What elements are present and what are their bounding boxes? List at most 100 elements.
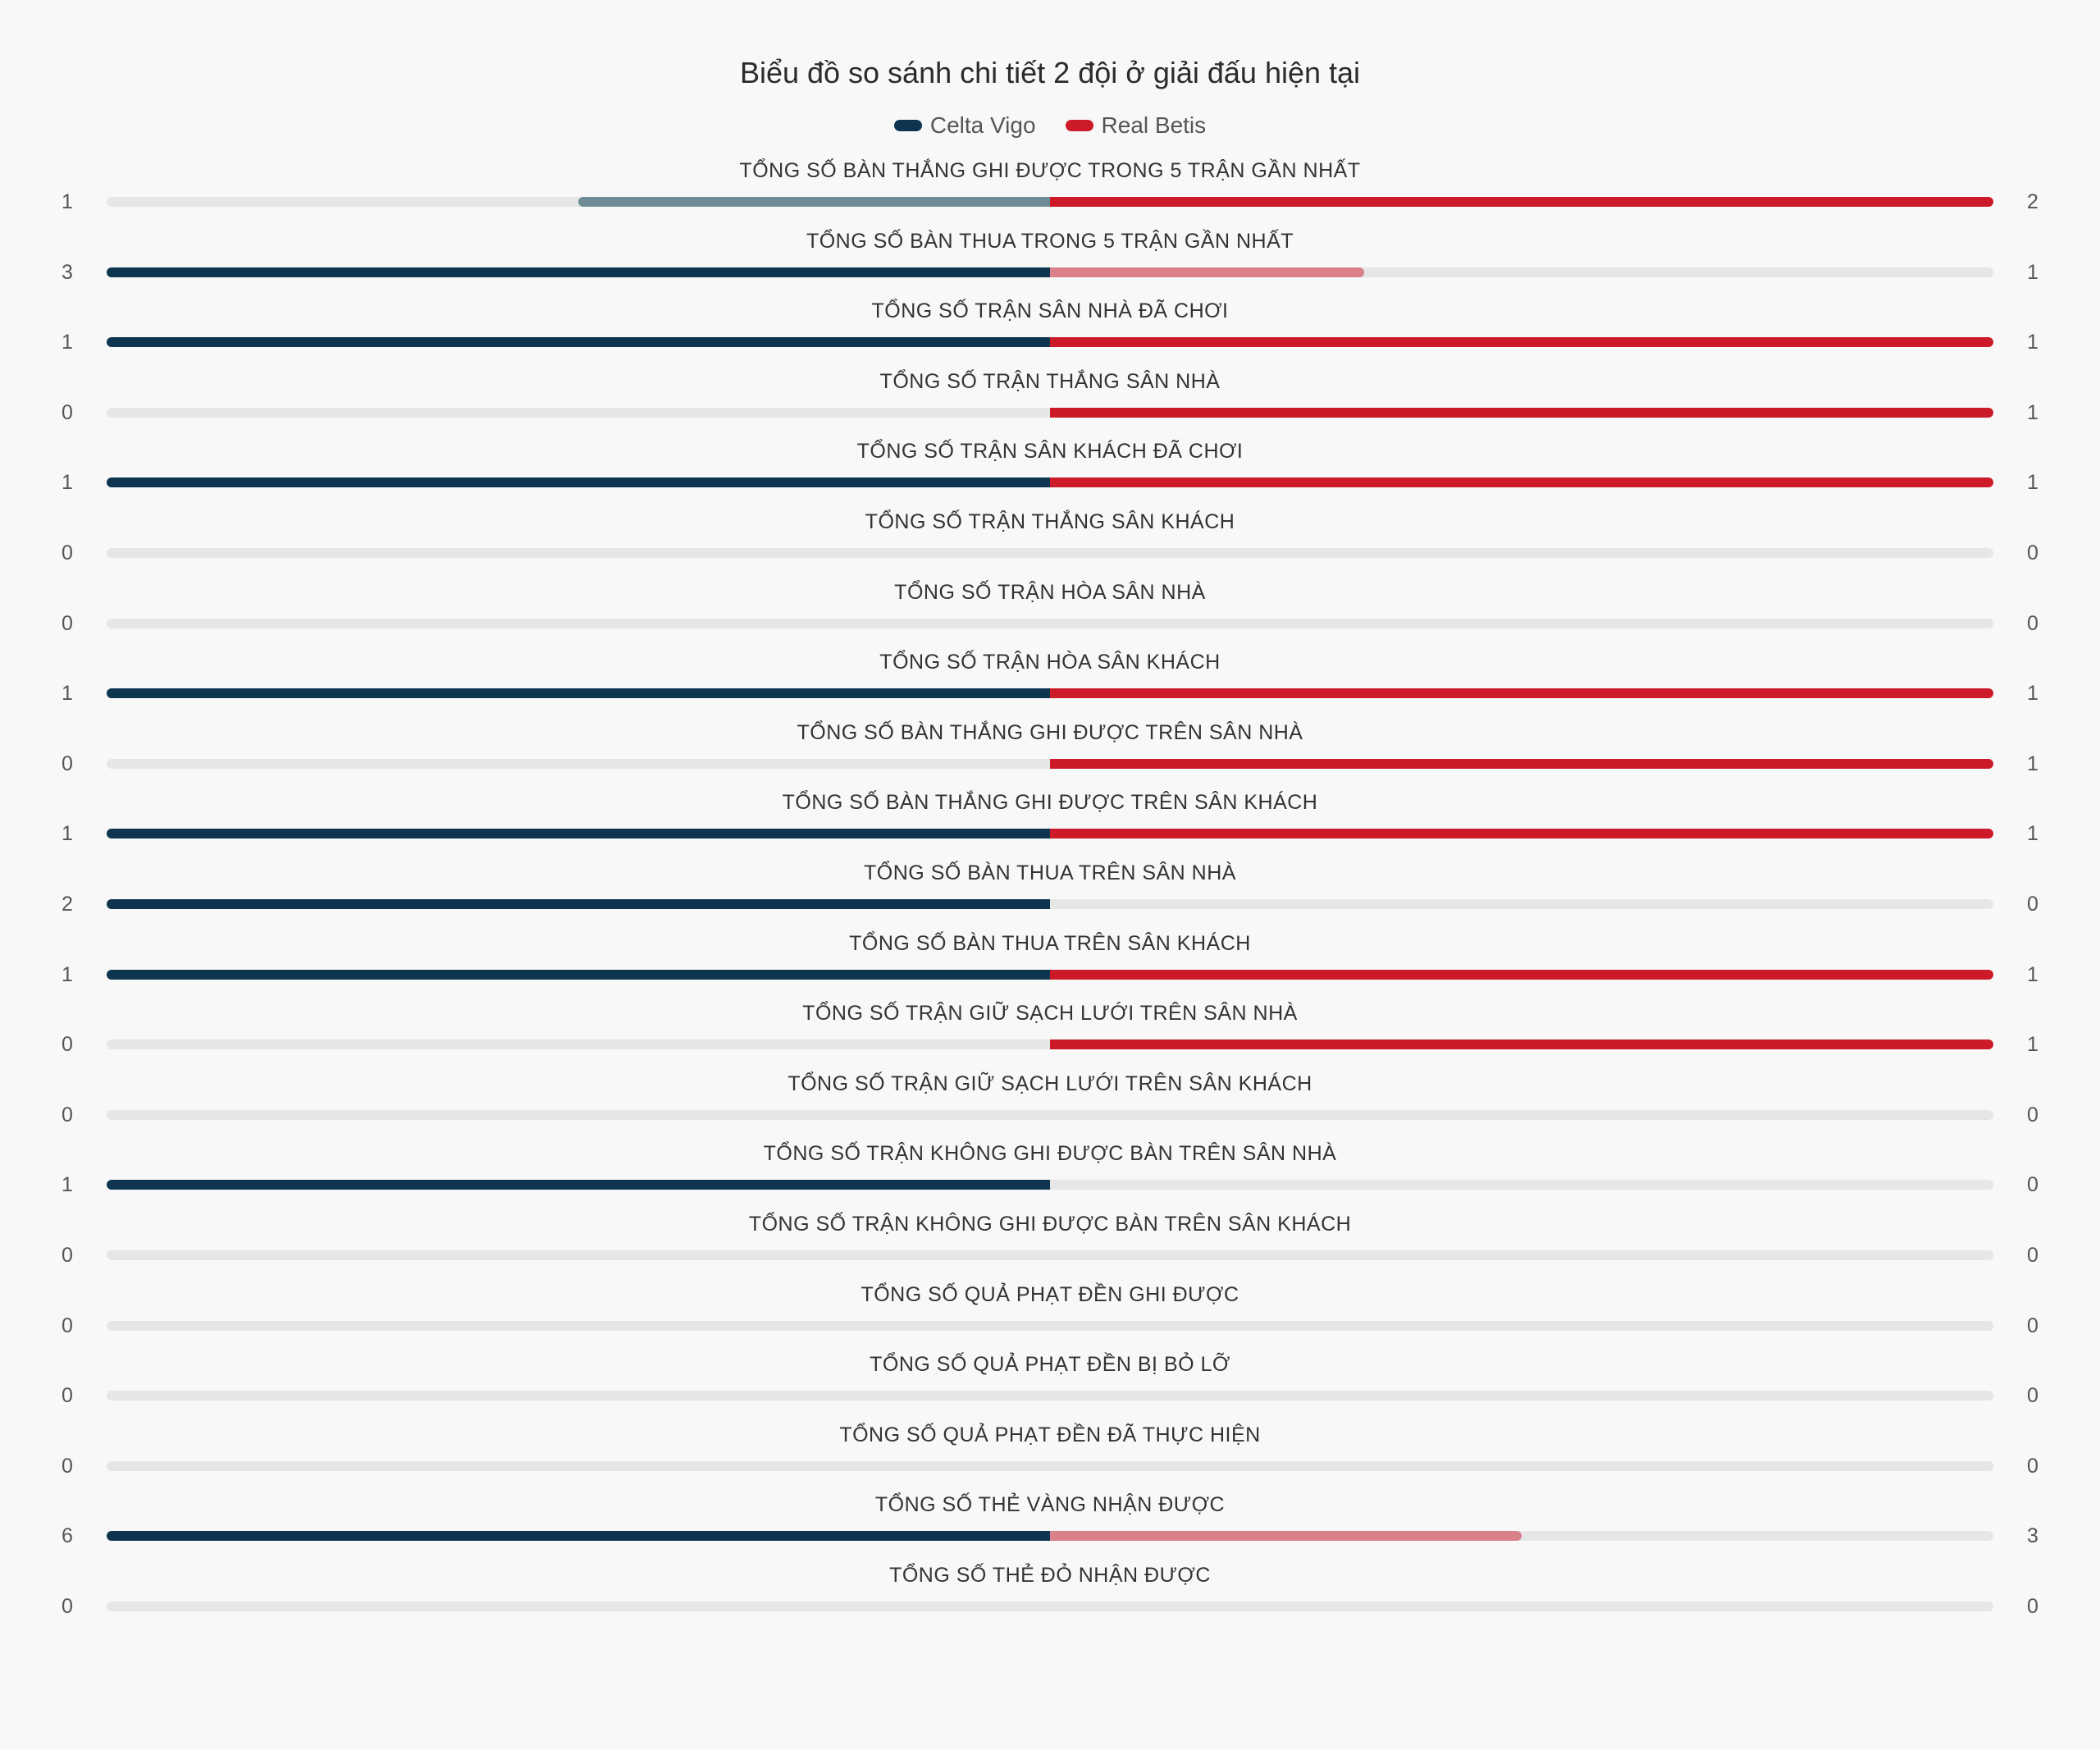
- bar-track: [107, 1460, 1993, 1471]
- bar-track: [107, 758, 1993, 769]
- bar-track: [107, 1320, 1993, 1331]
- row-label: TỔNG SỐ BÀN THẮNG GHI ĐƯỢC TRONG 5 TRẬN …: [739, 159, 1361, 182]
- betis-value: 0: [2027, 1173, 2038, 1197]
- betis-value: 0: [2027, 1103, 2038, 1126]
- bar-track: [107, 337, 1993, 348]
- comparison-row: TỔNG SỐ QUẢ PHẠT ĐỀN BỊ BỎ LỠ 0 0: [0, 1350, 2100, 1420]
- bar-track: [107, 548, 1993, 558]
- legend-swatch-celta: [893, 120, 922, 131]
- celta-value: 0: [62, 1033, 73, 1057]
- comparison-row: TỔNG SỐ BÀN THẮNG GHI ĐƯỢC TRONG 5 TRẬN …: [0, 156, 2100, 226]
- comparison-row: TỔNG SỐ QUẢ PHẠT ĐỀN GHI ĐƯỢC 0 0: [0, 1280, 2100, 1350]
- row-label: TỔNG SỐ TRẬN SÂN NHÀ ĐÃ CHƠI: [871, 299, 1229, 323]
- comparison-row: TỔNG SỐ TRẬN GIỮ SẠCH LƯỚI TRÊN SÂN NHÀ 0…: [0, 998, 2100, 1069]
- bar-track: [107, 267, 1993, 277]
- betis-value: 0: [2027, 611, 2038, 635]
- row-label: TỔNG SỐ TRẬN HÒA SÂN NHÀ: [894, 580, 1206, 604]
- betis-value: 0: [2027, 1314, 2038, 1337]
- bar-track: [107, 1250, 1993, 1260]
- row-label: TỔNG SỐ QUẢ PHẠT ĐỀN BỊ BỎ LỠ: [870, 1353, 1230, 1377]
- bar-track: [107, 618, 1993, 628]
- celta-bar[interactable]: [107, 1531, 1050, 1542]
- celta-value: 2: [62, 893, 73, 916]
- betis-bar[interactable]: [1050, 688, 1993, 699]
- bar-track: [107, 407, 1993, 418]
- row-label: TỔNG SỐ TRẬN GIỮ SẠCH LƯỚI TRÊN SÂN KHÁC…: [788, 1071, 1312, 1095]
- row-label: TỔNG SỐ BÀN THẮNG GHI ĐƯỢC TRÊN SÂN NHÀ: [797, 720, 1303, 744]
- betis-value: 1: [2027, 822, 2038, 846]
- celta-bar[interactable]: [107, 1180, 1050, 1190]
- legend-swatch-betis: [1065, 120, 1093, 131]
- betis-bar[interactable]: [1050, 197, 1993, 207]
- betis-bar[interactable]: [1050, 758, 1993, 769]
- row-label: TỔNG SỐ QUẢ PHẠT ĐỀN GHI ĐƯỢC: [861, 1282, 1239, 1306]
- betis-bar[interactable]: [1050, 407, 1993, 418]
- betis-value: 0: [2027, 893, 2038, 916]
- row-label: TỔNG SỐ TRẬN SÂN KHÁCH ĐÃ CHƠI: [856, 440, 1244, 464]
- celta-value: 1: [62, 190, 73, 213]
- comparison-row: TỔNG SỐ TRẬN SÂN NHÀ ĐÃ CHƠI 1 1: [0, 296, 2100, 367]
- celta-value: 0: [62, 1454, 73, 1478]
- betis-value: 0: [2027, 1454, 2038, 1478]
- celta-bar[interactable]: [107, 267, 1050, 277]
- row-label: TỔNG SỐ BÀN THUA TRÊN SÂN KHÁCH: [849, 931, 1251, 955]
- celta-value: 3: [62, 260, 73, 284]
- bar-track: [107, 197, 1993, 207]
- betis-bar[interactable]: [1050, 477, 1993, 488]
- comparison-row: TỔNG SỐ TRẬN KHÔNG GHI ĐƯỢC BÀN TRÊN SÂN…: [0, 1139, 2100, 1209]
- bar-track: [107, 1602, 1993, 1611]
- celta-bar[interactable]: [107, 899, 1050, 909]
- betis-value: 0: [2027, 541, 2038, 564]
- comparison-row: TỔNG SỐ QUẢ PHẠT ĐỀN ĐÃ THỰC HIỆN 0 0: [0, 1420, 2100, 1491]
- legend-item-celta[interactable]: Celta Vigo: [893, 112, 1036, 139]
- comparison-row: TỔNG SỐ BÀN THẮNG GHI ĐƯỢC TRÊN SÂN KHÁC…: [0, 788, 2100, 858]
- bar-track: [107, 829, 1993, 839]
- comparison-row: TỔNG SỐ BÀN THUA TRÊN SÂN NHÀ 2 0: [0, 858, 2100, 929]
- comparison-row: TỔNG SỐ BÀN THẮNG GHI ĐƯỢC TRÊN SÂN NHÀ 0…: [0, 718, 2100, 788]
- celta-bar[interactable]: [107, 969, 1050, 980]
- betis-bar[interactable]: [1050, 1039, 1993, 1050]
- betis-value: 1: [2027, 260, 2038, 284]
- bar-track: [107, 969, 1993, 980]
- comparison-row: TỔNG SỐ TRẬN THẮNG SÂN KHÁCH 0 0: [0, 507, 2100, 578]
- comparison-row: TỔNG SỐ TRẬN KHÔNG GHI ĐƯỢC BÀN TRÊN SÂN…: [0, 1209, 2100, 1280]
- row-label: TỔNG SỐ TRẬN KHÔNG GHI ĐƯỢC BÀN TRÊN SÂN…: [763, 1142, 1337, 1166]
- celta-bar[interactable]: [107, 337, 1050, 348]
- celta-value: 0: [62, 1244, 73, 1267]
- celta-value: 0: [62, 752, 73, 775]
- celta-bar[interactable]: [107, 688, 1050, 699]
- bar-track: [107, 477, 1993, 488]
- betis-value: 1: [2027, 682, 2038, 706]
- betis-value: 1: [2027, 331, 2038, 354]
- celta-value: 1: [62, 822, 73, 846]
- betis-bar[interactable]: [1050, 337, 1993, 348]
- betis-value: 0: [2027, 1244, 2038, 1267]
- comparison-row: TỔNG SỐ BÀN THUA TRONG 5 TRẬN GẦN NHẤT 3 1: [0, 226, 2100, 297]
- celta-bar[interactable]: [107, 477, 1050, 488]
- comparison-row: TỔNG SỐ THẺ ĐỎ NHẬN ĐƯỢC 0 0: [0, 1560, 2100, 1631]
- bar-track: [107, 1039, 1993, 1050]
- comparison-row: TỔNG SỐ BÀN THUA TRÊN SÂN KHÁCH 1 1: [0, 929, 2100, 999]
- row-label: TỔNG SỐ TRẬN KHÔNG GHI ĐƯỢC BÀN TRÊN SÂN…: [748, 1213, 1352, 1236]
- legend-item-betis[interactable]: Real Betis: [1065, 112, 1206, 139]
- celta-bar[interactable]: [578, 197, 1050, 207]
- betis-value: 1: [2027, 962, 2038, 986]
- celta-bar[interactable]: [107, 829, 1050, 839]
- celta-value: 1: [62, 962, 73, 986]
- celta-value: 0: [62, 1314, 73, 1337]
- legend-label-celta: Celta Vigo: [929, 112, 1036, 138]
- betis-bar[interactable]: [1050, 829, 1993, 839]
- betis-bar[interactable]: [1050, 1531, 1522, 1542]
- betis-bar[interactable]: [1050, 969, 1993, 980]
- celta-value: 0: [62, 400, 73, 424]
- row-label: TỔNG SỐ THẺ ĐỎ NHẬN ĐƯỢC: [889, 1564, 1211, 1587]
- comparison-row: TỔNG SỐ TRẬN GIỮ SẠCH LƯỚI TRÊN SÂN KHÁC…: [0, 1069, 2100, 1140]
- comparison-row: TỔNG SỐ TRẬN THẮNG SÂN NHÀ 0 1: [0, 367, 2100, 437]
- celta-value: 0: [62, 1595, 73, 1618]
- betis-value: 1: [2027, 752, 2038, 775]
- row-label: TỔNG SỐ BÀN THUA TRONG 5 TRẬN GẦN NHẤT: [806, 229, 1294, 253]
- bar-track: [107, 1531, 1993, 1542]
- celta-value: 0: [62, 611, 73, 635]
- betis-bar[interactable]: [1050, 267, 1365, 277]
- comparison-row: TỔNG SỐ TRẬN HÒA SÂN NHÀ 0 0: [0, 578, 2100, 648]
